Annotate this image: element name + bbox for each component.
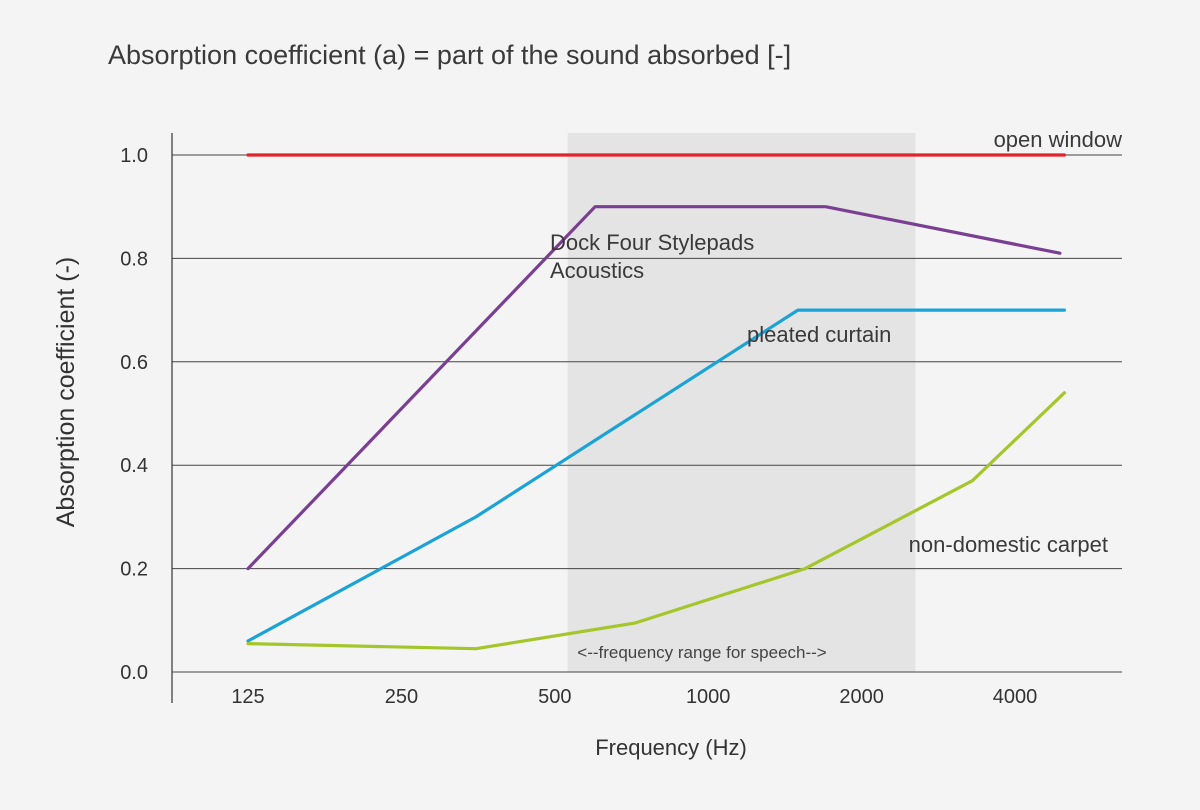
series-line bbox=[246, 308, 1067, 643]
x-tick-label: 1000 bbox=[686, 686, 731, 708]
series-label: non-domestic carpet bbox=[909, 532, 1108, 557]
x-axis-label: Frequency (Hz) bbox=[595, 735, 747, 760]
x-tick-label: 125 bbox=[231, 686, 264, 708]
y-tick-label: 0.0 bbox=[120, 662, 148, 684]
y-tick-label: 0.4 bbox=[120, 455, 148, 477]
speech-range-band bbox=[567, 133, 916, 672]
x-tick-label: 250 bbox=[385, 686, 418, 708]
y-tick-label: 1.0 bbox=[120, 145, 148, 167]
x-tick-label: 500 bbox=[538, 686, 571, 708]
y-tick-label: 0.6 bbox=[120, 352, 148, 374]
x-tick-label: 2000 bbox=[839, 686, 884, 708]
speech-range-label: <--frequency range for speech--> bbox=[577, 643, 827, 662]
series-line bbox=[246, 391, 1067, 651]
y-tick-label: 0.2 bbox=[120, 559, 148, 581]
series-label: open window bbox=[994, 127, 1123, 152]
series-label: pleated curtain bbox=[747, 322, 891, 347]
y-tick-label: 0.8 bbox=[120, 248, 148, 270]
series-line bbox=[246, 205, 1062, 571]
x-tick-label: 4000 bbox=[993, 686, 1038, 708]
series-label: Dock Four Stylepads Acoustics bbox=[550, 230, 754, 283]
y-axis-label: Absorption coefficient (-) bbox=[52, 257, 80, 528]
page-title: Absorption coefficient (a) = part of the… bbox=[108, 40, 792, 70]
